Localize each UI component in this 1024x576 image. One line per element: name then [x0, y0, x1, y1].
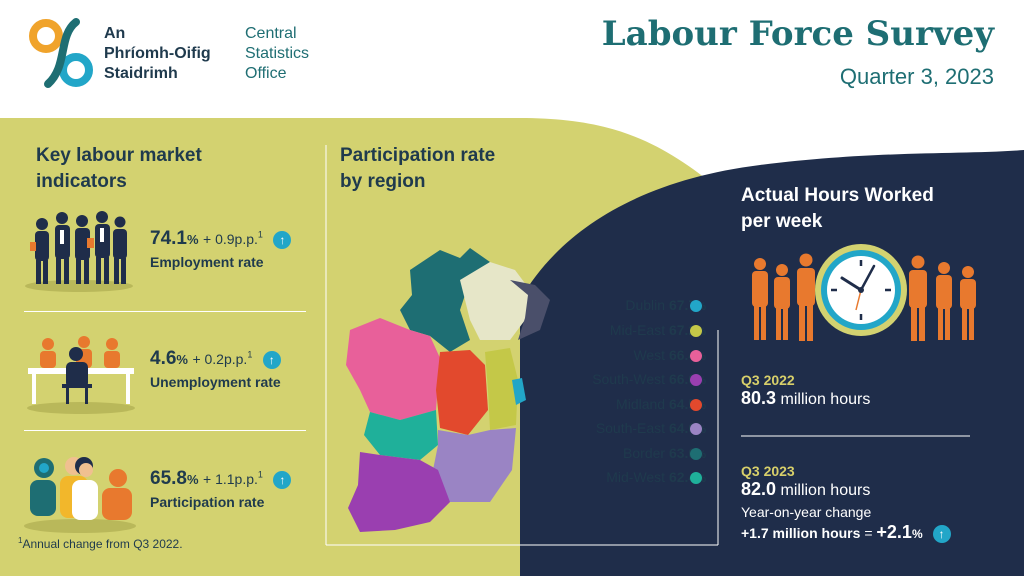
ireland-region-map — [346, 248, 550, 532]
yoy-change: +1.7 million hours = +2.1% ↑ — [741, 522, 951, 544]
arrow-up-icon: ↑ — [932, 525, 951, 544]
participation-rate-value: 65.8 — [150, 468, 187, 489]
hours-title: Actual Hours Worked per week — [741, 185, 934, 232]
hours-q1-label: Q3 2022 — [741, 372, 795, 388]
arrow-up-icon: ↑ — [273, 470, 292, 489]
page-title: Labour Force Survey — [601, 14, 994, 54]
hours-q3-2022: Q3 2022 80.3 million hours — [741, 372, 871, 408]
hours-q2-label: Q3 2023 — [741, 463, 795, 479]
participation-rate-label: Participation rate — [150, 494, 265, 510]
legend-item-mid-west: Mid-West 62.4% — [606, 469, 706, 485]
regions-title: Participation rate by region — [340, 145, 496, 192]
job-interview-icon — [27, 336, 135, 414]
footnote: 1Annual change from Q3 2022. — [18, 536, 183, 551]
group-of-people-icon — [24, 457, 136, 533]
legend-dot-border — [690, 448, 702, 460]
participation-rate-change: + 1.1p.p. — [203, 471, 258, 487]
logo-english-name: Central Statistics Office — [245, 25, 310, 82]
legend-dot-south-east — [690, 423, 702, 435]
map-region-border — [400, 248, 490, 352]
workers-clock-icon — [752, 244, 976, 341]
map-region-south-west — [348, 452, 450, 532]
arrow-up-icon: ↑ — [262, 350, 281, 369]
map-region-south-east — [432, 428, 516, 502]
yoy-pct-value: +2.1 — [876, 522, 912, 542]
map-region-northern — [460, 262, 530, 340]
legend-dot-mid-west — [690, 472, 702, 484]
legend-dot-mid-east — [690, 325, 702, 337]
unemployment-rate-label: Unemployment rate — [150, 374, 281, 390]
logo-irish-name: An Phríomh-Oifig Staidrimh — [104, 25, 211, 82]
business-people-icon — [25, 211, 133, 292]
cso-logo-icon — [29, 18, 93, 88]
indicators-title: Key labour market indicators — [36, 145, 202, 192]
legend-dot-south-west — [690, 374, 702, 386]
legend-dot-west — [690, 350, 702, 362]
hours-q1-value: 80.3 — [741, 388, 777, 408]
arrow-up-icon: ↑ — [273, 230, 292, 249]
hours-q2-value: 82.0 — [741, 479, 777, 499]
map-region-ni-east — [510, 280, 550, 340]
map-region-midland — [436, 350, 488, 435]
employment-kpi: 74.1% + 0.9p.p.1 ↑ Employment rate — [150, 228, 292, 270]
legend-dot-dublin — [690, 300, 702, 312]
indicator-divider — [24, 430, 306, 431]
unemployment-rate-change: + 0.2p.p. — [192, 351, 248, 367]
navy-panel — [520, 150, 1024, 576]
employment-rate-label: Employment rate — [150, 254, 264, 270]
map-region-mid-east — [485, 348, 518, 430]
map-region-west — [346, 318, 440, 420]
unemployment-rate-value: 4.6 — [150, 348, 177, 369]
unemployment-kpi: 4.6% + 0.2p.p.1 ↑ Unemployment rate — [150, 348, 281, 390]
map-region-dublin — [512, 378, 526, 405]
employment-rate-change: + 0.9p.p. — [203, 231, 258, 247]
employment-rate-value: 74.1 — [150, 228, 187, 249]
map-region-mid-west — [364, 410, 438, 460]
indicator-divider — [24, 311, 306, 312]
page-subtitle: Quarter 3, 2023 — [839, 64, 994, 89]
participation-kpi: 65.8% + 1.1p.p.1 ↑ Participation rate — [150, 468, 292, 510]
legend-item-border: Border 63.0% — [623, 445, 706, 461]
legend-item-south-west: South-West 66.0% — [592, 371, 706, 387]
yoy-label: Year-on-year change — [741, 504, 872, 520]
legend-dot-midland — [690, 399, 702, 411]
hours-q3-2023: Q3 2023 82.0 million hours Year-on-year … — [741, 463, 951, 544]
